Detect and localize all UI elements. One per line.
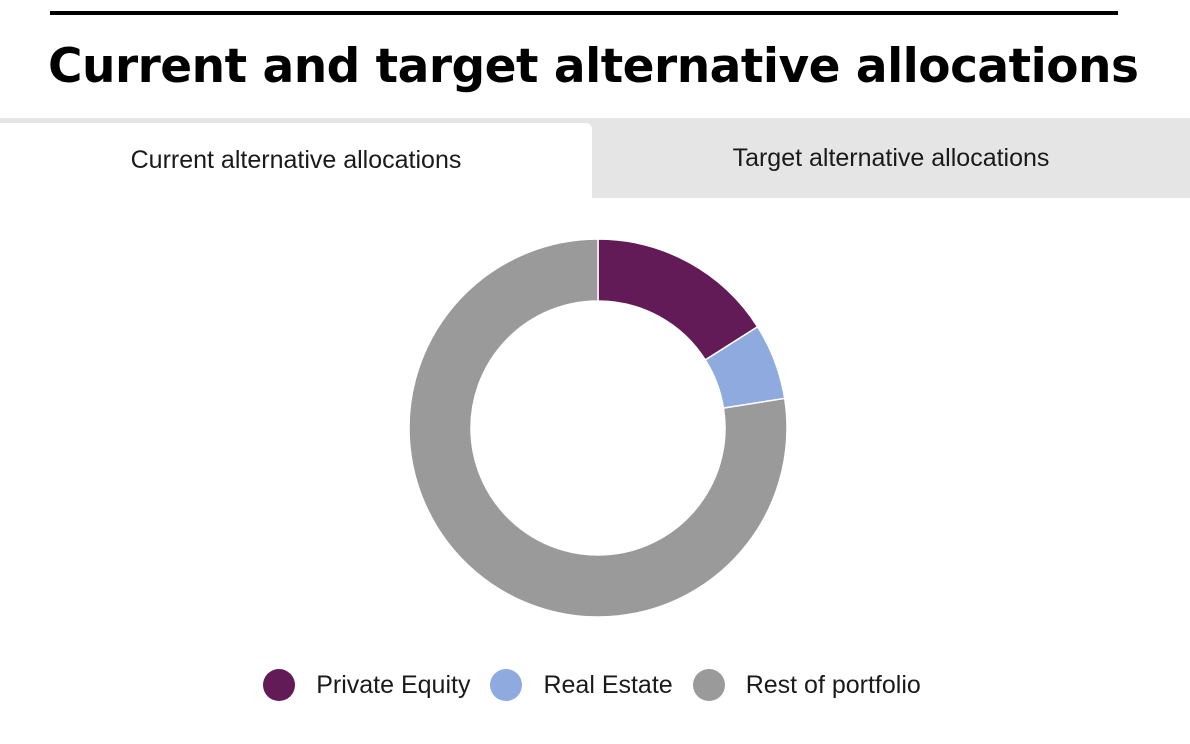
donut-slice-rest-of-portfolio[interactable] [408,238,788,618]
legend-label-rest-of-portfolio: Rest of portfolio [745,670,921,699]
tab-target-allocations[interactable]: Target alternative allocations [732,143,1050,172]
page-title: Current and target alternative allocatio… [48,39,1139,94]
legend-item-real-estate[interactable]: Real Estate [490,669,673,701]
legend-swatch-private-equity [263,669,296,701]
legend-label-real-estate: Real Estate [543,670,673,699]
legend-swatch-rest-of-portfolio [692,669,725,701]
donut-chart [408,238,788,618]
chart-legend: Private Equity Real Estate Rest of portf… [0,662,1190,708]
legend-item-private-equity[interactable]: Private Equity [263,669,470,701]
legend-swatch-real-estate [490,669,523,701]
legend-item-rest-of-portfolio[interactable]: Rest of portfolio [692,669,921,701]
legend-label-private-equity: Private Equity [316,670,471,699]
tab-current-allocations[interactable]: Current alternative allocations [0,123,592,198]
tab-bar: Current alternative allocations Target a… [0,118,1190,198]
top-rule [50,11,1118,15]
